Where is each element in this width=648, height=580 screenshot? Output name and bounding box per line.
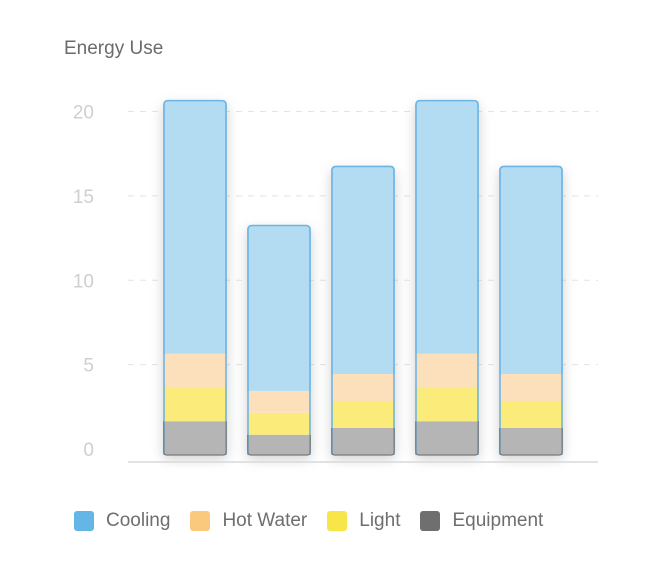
legend-swatch (74, 511, 94, 531)
bar-segment-cooling (499, 166, 563, 374)
y-tick-label-5: 5 (83, 356, 94, 377)
bar-segment-light (247, 412, 311, 435)
bar-segment-hot-water (499, 374, 563, 401)
bar-segment-light (415, 387, 479, 422)
chart-plot: 0 5 10 15 20 (73, 99, 598, 463)
bar-segment-hot-water (415, 353, 479, 388)
bar-segment-hot-water (163, 353, 227, 388)
bar-segment-equipment (163, 421, 227, 455)
legend-item-equipment: Equipment (420, 510, 543, 532)
legend-label: Hot Water (222, 510, 308, 531)
bar-base-outline (247, 434, 311, 456)
legend-item-hot-water: Hot Water (190, 510, 307, 532)
y-tick-label-20: 20 (73, 103, 94, 124)
bar-segment-light (163, 387, 227, 422)
bar-segment-cooling (415, 100, 479, 354)
legend-swatch (327, 511, 348, 531)
bar-segment-light (331, 401, 395, 428)
bar-outline (499, 165, 563, 455)
legend-label: Equipment (452, 510, 544, 531)
y-tick-label-15: 15 (73, 187, 94, 208)
bar-segment-equipment (331, 428, 395, 455)
legend-label: Light (359, 510, 401, 531)
stacked-bar-5 (499, 165, 563, 456)
legend-item-light: Light (327, 510, 400, 532)
stacked-bar-3 (331, 165, 395, 456)
bar-segment-equipment (247, 434, 311, 455)
chart-legend: Cooling Hot Water Light Equipment (74, 510, 563, 532)
bar-outline (331, 165, 395, 455)
bar-base-outline (163, 421, 227, 456)
bar-segment-hot-water (247, 390, 311, 413)
bar-segment-cooling (331, 166, 395, 374)
y-tick-label-10: 10 (73, 271, 94, 292)
stacked-bar-1 (163, 99, 227, 456)
bar-outline (415, 99, 479, 455)
legend-label: Cooling (106, 510, 171, 531)
y-tick-label-0: 0 (83, 440, 94, 461)
legend-swatch (190, 511, 211, 531)
bar-outline (247, 224, 311, 455)
bar-base-outline (499, 428, 563, 456)
bar-segment-hot-water (331, 374, 395, 401)
bar-segment-equipment (415, 421, 479, 455)
stacked-bar-2 (247, 224, 311, 456)
bar-segment-equipment (499, 428, 563, 455)
bar-outline (163, 99, 227, 455)
bar-segment-light (499, 401, 563, 428)
bar-base-outline (415, 421, 479, 456)
bar-base-outline (331, 428, 395, 456)
stacked-bar-4 (415, 99, 479, 456)
bar-segment-cooling (163, 100, 227, 354)
legend-swatch (420, 511, 441, 531)
bar-segment-cooling (247, 225, 311, 391)
chart-title: Energy Use (64, 38, 164, 59)
legend-item-cooling: Cooling (74, 510, 170, 532)
